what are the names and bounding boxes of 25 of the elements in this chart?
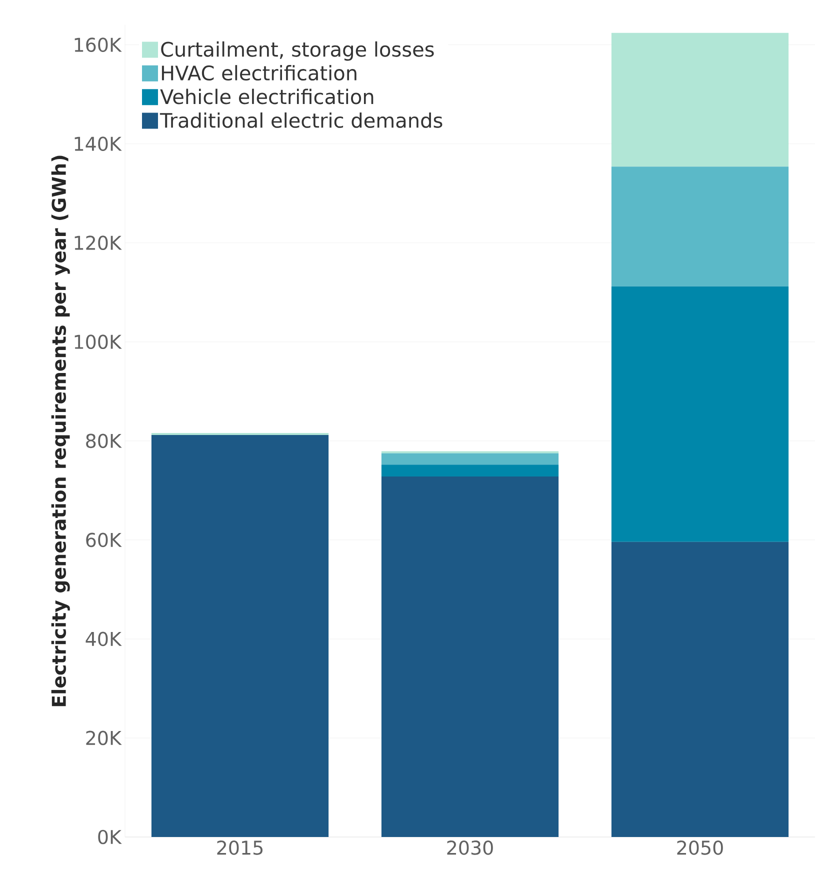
bar <box>611 166 789 286</box>
legend-label: Traditional electric demands <box>160 112 442 128</box>
bar <box>381 476 559 837</box>
legend-label: HVAC electrification <box>162 65 356 81</box>
bar <box>381 464 559 477</box>
x-tick-label: 2030 <box>447 840 493 855</box>
y-tick-label: 60K <box>86 532 122 548</box>
y-tick-label: 0K <box>98 830 122 844</box>
y-tick-label: 160K <box>74 38 122 52</box>
bar <box>611 32 789 167</box>
bar <box>151 434 329 837</box>
y-tick-label: 80K <box>86 434 122 448</box>
legend-label: Curtailment, storage losses <box>161 41 434 61</box>
y-axis-title: Electricity generation requirements per year (GWh) <box>51 156 70 706</box>
bar <box>381 453 559 465</box>
x-tick-label: 2050 <box>677 840 723 855</box>
x-tick-label: 2015 <box>217 840 263 855</box>
legend-label: Vehicle electrification <box>160 88 374 104</box>
y-tick-label: 100K <box>74 334 122 350</box>
bar <box>611 542 789 837</box>
y-tick-label: 40K <box>86 632 122 646</box>
bar <box>611 286 789 542</box>
y-tick-label: 120K <box>74 236 122 250</box>
y-tick-label: 20K <box>86 730 122 746</box>
y-tick-label: 140K <box>74 136 122 151</box>
